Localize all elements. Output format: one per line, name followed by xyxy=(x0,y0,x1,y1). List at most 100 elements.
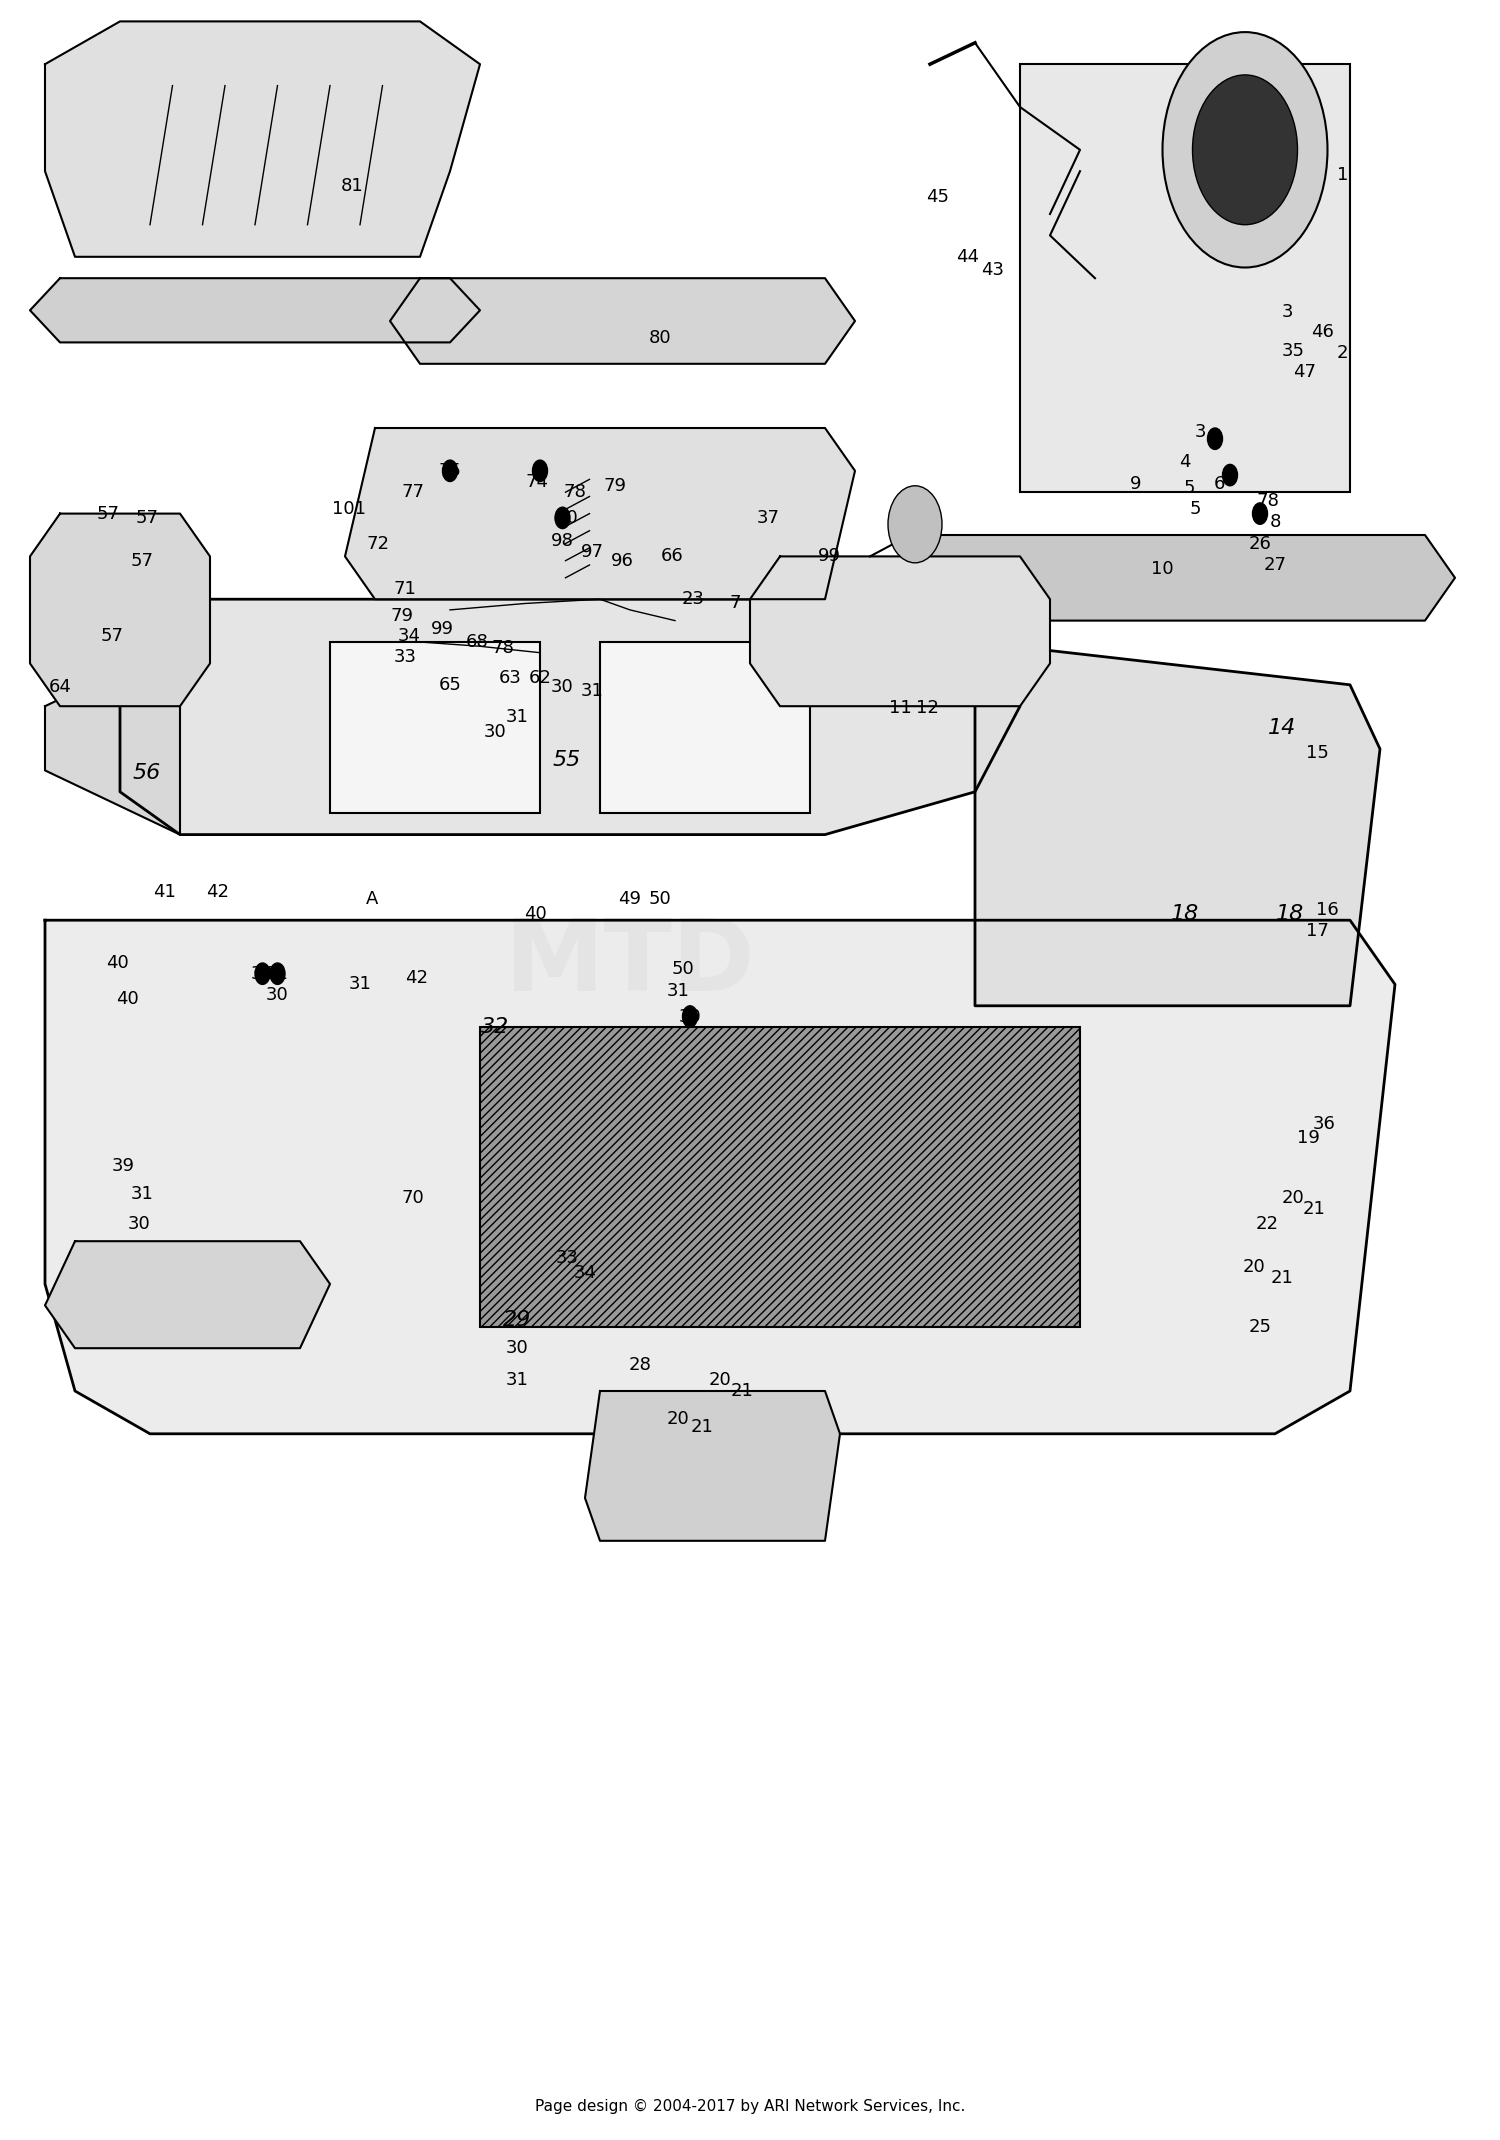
Circle shape xyxy=(888,486,942,563)
Text: 49: 49 xyxy=(618,890,642,907)
Circle shape xyxy=(1208,428,1222,449)
Text: 27: 27 xyxy=(1263,556,1287,574)
Text: 12: 12 xyxy=(915,700,939,717)
Text: 40: 40 xyxy=(105,954,129,972)
Text: 40: 40 xyxy=(524,905,548,922)
Text: 8: 8 xyxy=(1269,514,1281,531)
Text: 40: 40 xyxy=(116,991,140,1008)
Text: 72: 72 xyxy=(366,535,390,552)
Text: 30: 30 xyxy=(251,965,274,982)
Text: 30: 30 xyxy=(555,509,579,526)
Polygon shape xyxy=(30,278,480,342)
Text: 18: 18 xyxy=(1276,903,1304,924)
Text: 15: 15 xyxy=(1305,745,1329,762)
Circle shape xyxy=(1252,503,1268,524)
Polygon shape xyxy=(900,535,1455,621)
Text: 22: 22 xyxy=(1256,1216,1280,1233)
Text: 101: 101 xyxy=(333,501,366,518)
Text: 78: 78 xyxy=(490,640,514,657)
Polygon shape xyxy=(975,642,1380,1006)
Text: 29: 29 xyxy=(504,1310,531,1331)
Text: 42: 42 xyxy=(405,969,429,987)
Text: 30: 30 xyxy=(506,1340,530,1357)
Text: 31: 31 xyxy=(506,708,530,725)
Circle shape xyxy=(1162,32,1328,268)
Text: 77: 77 xyxy=(400,484,424,501)
Text: 56: 56 xyxy=(134,762,160,783)
Text: Page design © 2004-2017 by ARI Network Services, Inc.: Page design © 2004-2017 by ARI Network S… xyxy=(536,2099,964,2114)
Text: 4: 4 xyxy=(1179,454,1191,471)
Text: 30: 30 xyxy=(550,678,574,696)
Text: 66: 66 xyxy=(660,548,684,565)
Text: 30: 30 xyxy=(128,1216,152,1233)
Text: 78: 78 xyxy=(562,484,586,501)
Circle shape xyxy=(1192,75,1298,225)
Text: 57: 57 xyxy=(135,509,159,526)
Text: 99: 99 xyxy=(430,621,454,638)
Text: 7: 7 xyxy=(729,595,741,612)
Text: 33: 33 xyxy=(393,648,417,666)
Text: 20: 20 xyxy=(666,1410,690,1427)
Text: 75: 75 xyxy=(438,462,462,479)
Text: 11: 11 xyxy=(888,700,912,717)
Text: 14: 14 xyxy=(1269,717,1296,738)
Text: 64: 64 xyxy=(48,678,72,696)
Text: 99: 99 xyxy=(818,548,842,565)
Text: 43: 43 xyxy=(981,261,1005,278)
Circle shape xyxy=(682,1006,698,1027)
Text: MTD: MTD xyxy=(504,914,756,1012)
Text: 31: 31 xyxy=(506,1372,530,1389)
Polygon shape xyxy=(585,1391,840,1541)
Circle shape xyxy=(442,460,458,482)
Circle shape xyxy=(255,963,270,984)
Text: 5: 5 xyxy=(1184,479,1196,496)
Text: 45: 45 xyxy=(926,188,950,205)
Polygon shape xyxy=(750,556,1050,706)
Text: 3: 3 xyxy=(1281,304,1293,321)
Circle shape xyxy=(555,507,570,529)
Polygon shape xyxy=(30,514,210,706)
Text: 21: 21 xyxy=(1270,1269,1294,1286)
Text: 30: 30 xyxy=(483,723,507,740)
Text: 80: 80 xyxy=(648,330,672,347)
Text: 39: 39 xyxy=(111,1158,135,1175)
Text: 9: 9 xyxy=(1130,475,1142,492)
Text: 16: 16 xyxy=(1316,901,1340,918)
Text: 63: 63 xyxy=(498,670,522,687)
Text: 18: 18 xyxy=(1172,903,1198,924)
Text: 68: 68 xyxy=(465,633,489,651)
Text: 57: 57 xyxy=(130,552,154,569)
Text: 79: 79 xyxy=(390,608,414,625)
Text: 71: 71 xyxy=(393,580,417,597)
Text: 70: 70 xyxy=(400,1190,424,1207)
Text: 57: 57 xyxy=(96,505,120,522)
Text: 44: 44 xyxy=(956,248,980,265)
Text: 21: 21 xyxy=(730,1382,754,1400)
Polygon shape xyxy=(45,642,180,835)
Text: 65: 65 xyxy=(438,676,462,693)
Text: 10: 10 xyxy=(1150,561,1174,578)
Polygon shape xyxy=(45,21,480,257)
Text: 31: 31 xyxy=(266,965,290,982)
Text: 17: 17 xyxy=(1305,922,1329,939)
Text: 20: 20 xyxy=(1281,1190,1305,1207)
Text: 96: 96 xyxy=(610,552,634,569)
Text: 55: 55 xyxy=(554,749,580,770)
Text: 79: 79 xyxy=(603,477,627,494)
Text: 35: 35 xyxy=(1281,342,1305,360)
Text: 46: 46 xyxy=(1311,323,1335,340)
Text: A: A xyxy=(366,890,378,907)
Text: 1: 1 xyxy=(1336,167,1348,184)
Text: 47: 47 xyxy=(1293,364,1317,381)
Text: 28: 28 xyxy=(628,1357,652,1374)
Text: 78: 78 xyxy=(1256,492,1280,509)
Text: 74: 74 xyxy=(525,473,549,490)
Text: 3: 3 xyxy=(1194,424,1206,441)
Text: 97: 97 xyxy=(580,544,604,561)
Bar xyxy=(600,642,810,813)
Text: 23: 23 xyxy=(681,591,705,608)
Polygon shape xyxy=(120,599,1020,835)
Text: 25: 25 xyxy=(1248,1318,1272,1335)
Text: 21: 21 xyxy=(1302,1201,1326,1218)
Text: 34: 34 xyxy=(573,1265,597,1282)
